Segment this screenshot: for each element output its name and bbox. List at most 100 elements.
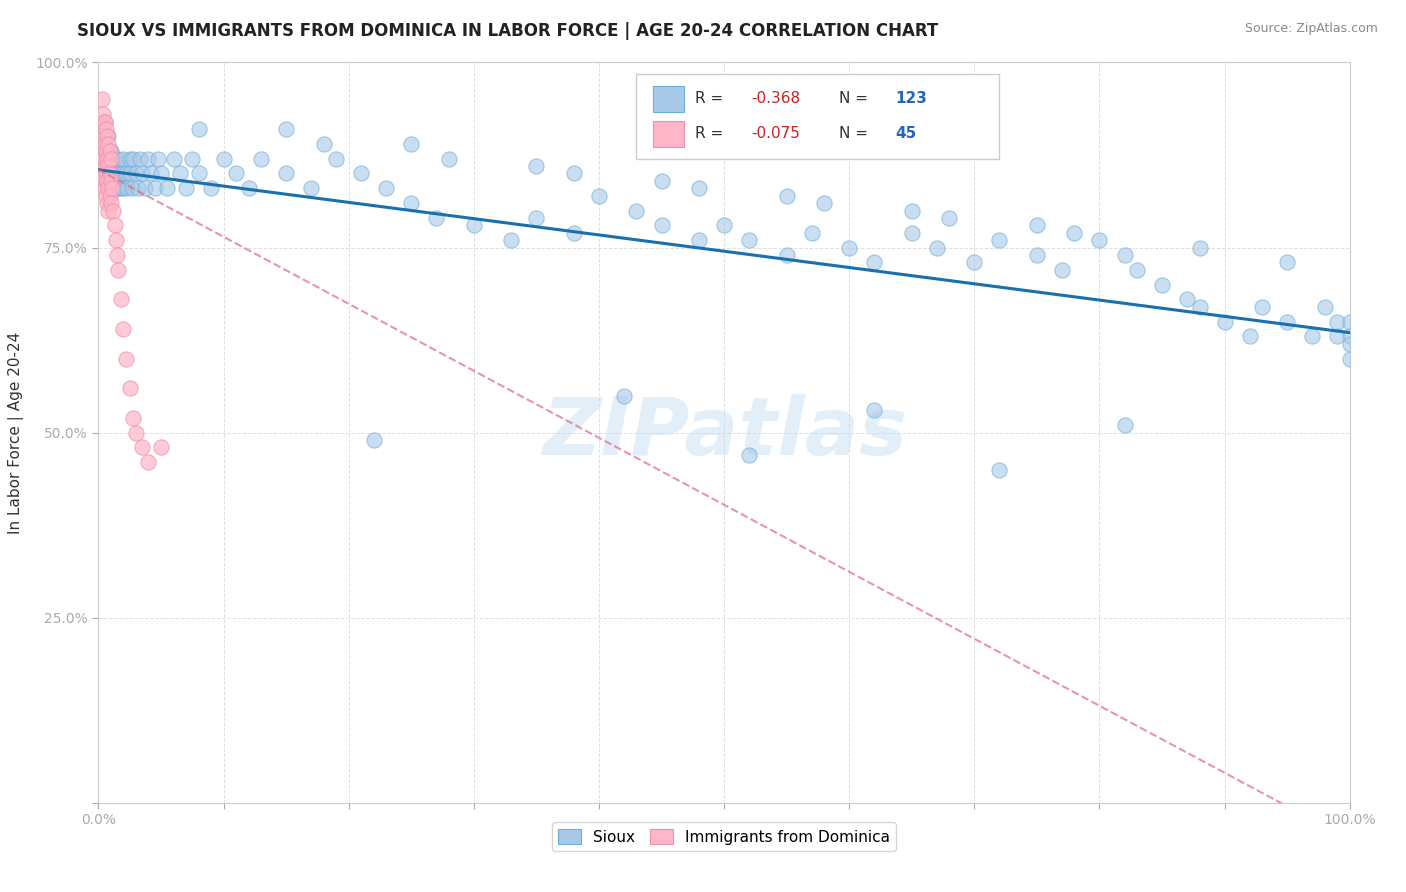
Point (97, 129, 120, 144)
Point (93, 114, 115, 128)
Point (94, 188, 117, 202)
Point (1251, 300, 1274, 314)
Point (103, 203, 125, 218)
Point (274, 166, 298, 180)
Point (1126, 262, 1149, 277)
Point (800, 226, 823, 240)
Point (312, 136, 335, 151)
Point (93, 174, 115, 188)
Point (115, 181, 138, 195)
Text: -0.368: -0.368 (752, 91, 801, 106)
Point (110, 293, 132, 307)
Point (1213, 314, 1236, 328)
Point (988, 233, 1011, 247)
Point (93, 152, 115, 166)
Point (91, 114, 114, 128)
Point (169, 166, 191, 180)
Point (91, 166, 114, 180)
Point (1326, 314, 1348, 328)
Point (1026, 248, 1049, 262)
Point (148, 152, 170, 166)
FancyBboxPatch shape (637, 73, 1000, 159)
Text: -0.075: -0.075 (752, 126, 800, 141)
Point (238, 181, 260, 195)
Point (524, 211, 547, 225)
Point (863, 403, 886, 417)
Point (96, 159, 118, 173)
Point (401, 196, 423, 211)
Point (107, 181, 129, 195)
Point (139, 166, 162, 180)
Point (738, 233, 761, 247)
Point (125, 425, 148, 440)
Point (650, 219, 672, 233)
Point (118, 152, 141, 166)
Point (96, 145, 118, 159)
Point (91, 92, 114, 106)
Point (1339, 329, 1361, 343)
Point (401, 136, 423, 151)
Point (650, 174, 672, 188)
Text: Source: ZipAtlas.com: Source: ZipAtlas.com (1244, 22, 1378, 36)
Point (96, 174, 118, 188)
Point (98, 166, 121, 180)
Text: N =: N = (839, 126, 873, 141)
Point (122, 410, 145, 425)
Point (1026, 219, 1049, 233)
Point (200, 181, 222, 195)
Point (128, 152, 150, 166)
Text: 45: 45 (896, 126, 917, 141)
Point (588, 188, 610, 202)
Point (156, 181, 179, 195)
Bar (652, 120, 685, 146)
Point (125, 166, 148, 180)
Point (938, 211, 960, 225)
Legend: Sioux, Immigrants from Dominica: Sioux, Immigrants from Dominica (551, 822, 897, 851)
Point (562, 226, 585, 240)
Point (105, 248, 128, 262)
Point (143, 181, 166, 195)
Point (181, 152, 204, 166)
Point (100, 152, 122, 166)
Point (100, 174, 122, 188)
Point (93, 181, 115, 195)
Point (350, 166, 373, 180)
Point (101, 181, 124, 195)
Point (838, 240, 860, 255)
Point (1175, 293, 1198, 307)
Point (1339, 351, 1361, 366)
Point (103, 181, 125, 195)
Point (93, 136, 115, 151)
Point (225, 166, 247, 180)
Point (1326, 329, 1348, 343)
Point (93, 129, 115, 144)
Point (112, 166, 135, 180)
Point (91, 145, 114, 159)
Point (363, 433, 385, 447)
Point (562, 166, 585, 180)
Point (299, 181, 322, 195)
Point (174, 181, 197, 195)
Point (1114, 418, 1136, 433)
Point (103, 166, 125, 180)
Point (104, 233, 127, 247)
Point (501, 233, 523, 247)
Point (738, 448, 761, 462)
Point (425, 211, 447, 225)
Point (131, 166, 153, 180)
Point (105, 181, 128, 195)
Point (115, 351, 138, 366)
Point (131, 441, 153, 455)
Point (863, 255, 886, 269)
Point (212, 152, 235, 166)
Point (107, 152, 129, 166)
Point (112, 322, 135, 336)
Point (105, 166, 128, 180)
Point (250, 152, 273, 166)
Point (96, 196, 118, 211)
Point (925, 240, 948, 255)
Point (1188, 300, 1211, 314)
Point (274, 122, 298, 136)
Point (138, 455, 160, 469)
Point (1339, 314, 1361, 328)
